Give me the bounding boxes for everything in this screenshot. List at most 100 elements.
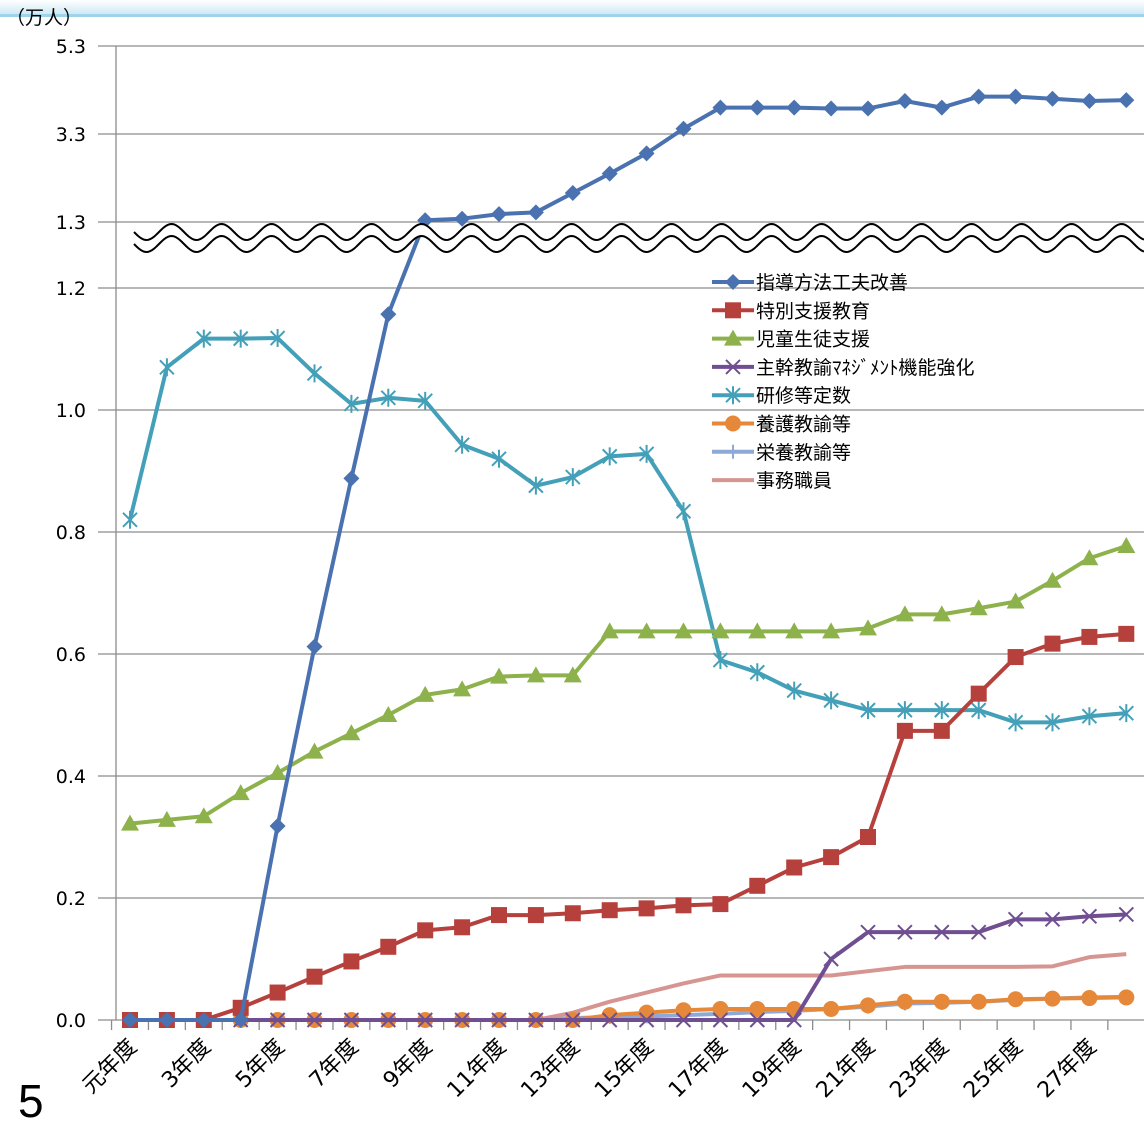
legend-label: 栄養教諭等 [756,442,851,464]
data-point [1044,911,1061,928]
data-point [565,468,581,487]
legend-label: 養護教諭等 [756,414,851,436]
data-point [897,924,913,940]
data-point [896,993,913,1010]
data-point [380,388,397,407]
data-point [786,681,802,700]
data-point [1081,707,1098,726]
data-point [638,145,655,162]
data-point [725,415,741,432]
x-tick-label: 19年度 [738,1035,807,1104]
page-number: 5 [18,1075,44,1127]
data-point [1080,549,1099,566]
data-point [860,829,876,845]
data-point [343,953,360,970]
data-point [343,470,360,487]
data-point [675,120,692,137]
legend-item: 児童生徒支援 [712,329,870,351]
data-point [195,1012,212,1028]
legend-label: 児童生徒支援 [756,329,870,351]
data-point [638,444,655,463]
data-point [712,1001,729,1018]
data-point [1117,537,1136,554]
data-point [859,619,877,636]
legend-label: 研修等定数 [756,385,851,407]
data-point [675,1002,692,1019]
axis-break-band [134,224,1144,252]
data-point [1006,592,1025,609]
data-point [343,1012,360,1028]
legend-item: 養護教諭等 [712,414,851,436]
data-point [726,444,740,459]
x-tick-label: 5年度 [231,1035,290,1094]
data-point [527,907,544,924]
data-point [725,386,741,405]
data-point [823,951,839,967]
series-line [128,336,1127,725]
data-point [638,1012,655,1028]
data-point [417,922,434,939]
data-point [1007,991,1024,1008]
data-point [528,476,544,495]
data-point [1081,908,1098,925]
data-point [306,968,323,985]
axis-break-wave [133,235,1144,253]
data-point [601,165,618,182]
data-point [896,722,913,739]
data-point [343,394,360,413]
data-point [527,204,544,221]
data-point [638,900,655,917]
legend-item: 栄養教諭等 [712,442,851,464]
data-point [159,358,175,377]
x-tick-label: 元年度 [78,1035,142,1099]
data-point [674,622,693,639]
y-tick-label: 1.2 [56,278,86,300]
data-point [1007,649,1024,666]
data-point [675,1012,692,1028]
header-band [0,0,1144,17]
data-point [269,329,286,348]
data-point [749,1012,766,1028]
y-tick-label: 0.4 [56,766,86,788]
data-point [675,897,692,914]
data-point [896,93,913,109]
data-point [528,1012,544,1028]
data-point [1118,906,1135,923]
x-tick-label: 25年度 [959,1035,1028,1104]
data-point [786,1012,802,1028]
data-point [637,622,656,639]
data-point [269,984,286,1001]
data-point [269,1012,286,1028]
data-point [232,329,249,348]
data-point [194,807,213,824]
data-point [823,849,840,866]
y-unit-label: （万人） [6,7,82,29]
data-point [933,993,950,1010]
data-point [491,206,507,223]
data-point [231,784,250,801]
series-4 [122,329,1135,732]
data-point [970,993,987,1010]
x-tick-label: 7年度 [305,1035,364,1094]
y-tick-label: 5.3 [56,36,86,58]
x-tick-label: 3年度 [157,1035,216,1094]
data-point [306,1012,323,1028]
x-tick-label: 23年度 [885,1035,954,1104]
legend-label: 特別支援教育 [756,300,870,322]
data-point [1007,911,1024,928]
data-point [823,1001,840,1018]
data-point [712,1012,729,1028]
data-point [121,814,139,831]
data-point [1007,713,1024,732]
data-point [380,1012,397,1028]
y-tick-label: 0.8 [56,522,86,544]
data-point [725,359,741,375]
data-point [306,638,323,655]
data-point [454,210,471,227]
data-point [749,877,766,894]
data-point [600,622,619,639]
data-point [305,742,324,759]
data-point [490,667,508,684]
data-point [1081,628,1098,645]
data-point [379,706,398,722]
